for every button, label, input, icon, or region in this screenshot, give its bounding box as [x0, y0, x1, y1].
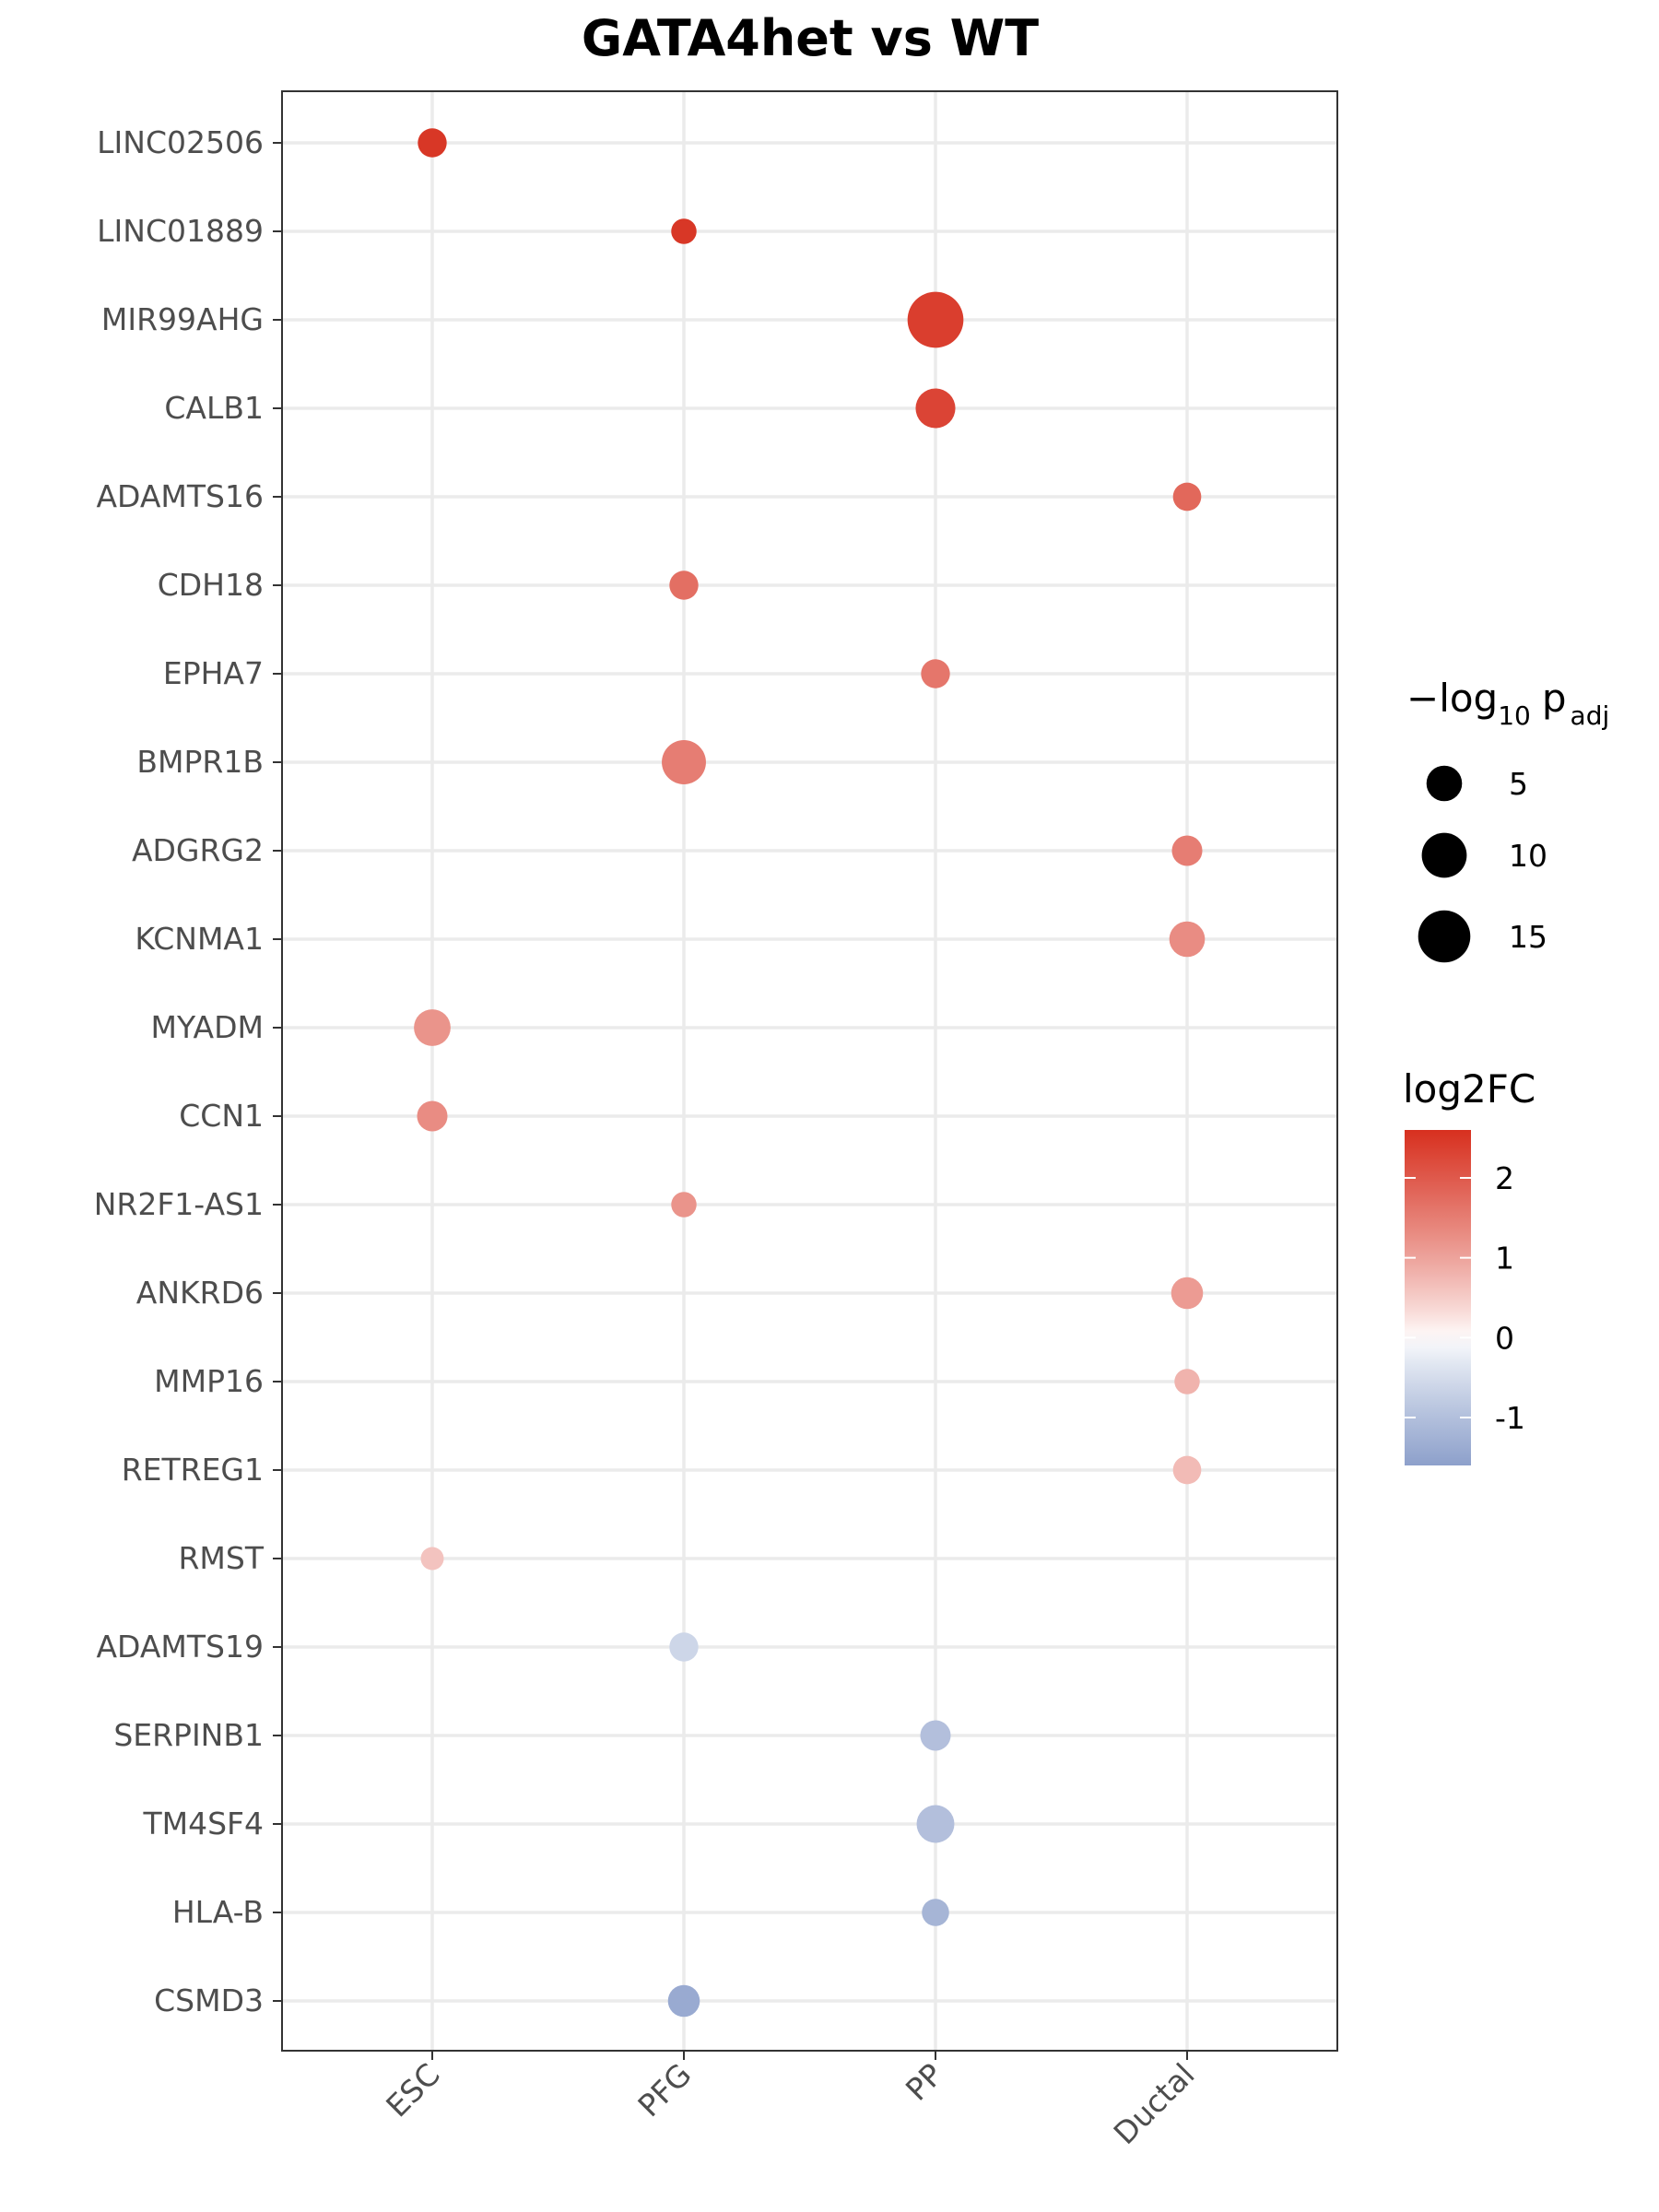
data-point	[418, 128, 447, 158]
size-legend-key	[1421, 832, 1467, 878]
x-tick-label: PFG	[631, 2056, 699, 2124]
y-tick-label: LINC02506	[97, 124, 264, 160]
data-point	[1174, 1369, 1200, 1394]
y-tick-label: MMP16	[154, 1363, 264, 1399]
y-tick-label: RMST	[178, 1540, 264, 1576]
colorbar-tick-label: -1	[1495, 1400, 1525, 1436]
data-point	[921, 659, 950, 688]
data-point	[920, 1720, 951, 1751]
y-tick-label: NR2F1-AS1	[94, 1186, 264, 1222]
points-layer	[414, 128, 1206, 2018]
size-legend-title-prefix: −log	[1406, 676, 1498, 721]
size-legend-label: 5	[1509, 766, 1528, 802]
y-tick-label: ADAMTS19	[96, 1629, 264, 1665]
colorbar	[1405, 1130, 1471, 1465]
size-legend-label: 15	[1509, 919, 1547, 955]
panel-grid	[282, 91, 1337, 2051]
size-legend-keys: 5 10 15	[1418, 765, 1547, 963]
data-point	[915, 388, 956, 429]
colorbar-tick-label: 0	[1495, 1320, 1514, 1356]
size-legend-title-p: p	[1542, 676, 1567, 721]
panel-border	[281, 90, 1338, 2052]
y-tick-label: CALB1	[164, 390, 264, 426]
chart-title: GATA4het vs WT	[582, 9, 1039, 67]
y-tick-label: ADAMTS16	[96, 478, 264, 514]
x-axis: ESC PFG PP Ductal	[379, 2051, 1202, 2151]
y-tick-label: CSMD3	[154, 1983, 264, 2018]
y-tick-label: SERPINB1	[113, 1717, 264, 1753]
colorbar-tick-label: 1	[1495, 1241, 1514, 1277]
data-point	[1169, 921, 1206, 958]
size-legend-label: 10	[1509, 838, 1547, 874]
data-point	[671, 1192, 697, 1218]
data-point	[671, 218, 697, 244]
data-point	[669, 1632, 699, 1662]
y-tick-label: MIR99AHG	[101, 301, 264, 337]
data-point	[922, 1899, 949, 1926]
data-point	[907, 291, 964, 348]
y-tick-label: EPHA7	[163, 655, 264, 691]
data-point	[667, 1984, 700, 2018]
data-point	[420, 1547, 444, 1571]
y-axis: LINC02506 LINC01889 MIR99AHG CALB1 ADAMTS16 C…	[94, 124, 282, 2018]
y-tick-label: MYADM	[150, 1009, 264, 1045]
y-tick-label: CCN1	[179, 1098, 264, 1134]
x-tick-label: ESC	[379, 2056, 446, 2124]
data-point	[1172, 1455, 1202, 1485]
x-tick-label: PP	[899, 2056, 950, 2108]
data-point	[1172, 482, 1202, 512]
y-tick-label: LINC01889	[97, 213, 264, 249]
size-legend-title-sub: 10	[1498, 700, 1531, 731]
data-point	[669, 571, 699, 600]
colorbar-ticks: 2 1 0 -1	[1405, 1160, 1525, 1436]
colorbar-tick-label: 2	[1495, 1160, 1514, 1196]
size-legend-title: −log10 p adj	[1406, 676, 1609, 731]
data-point	[1171, 835, 1203, 866]
data-point	[1171, 1277, 1204, 1310]
y-tick-label: ADGRG2	[132, 832, 264, 868]
y-tick-label: ANKRD6	[136, 1275, 264, 1311]
y-tick-label: TM4SF4	[142, 1806, 264, 1841]
size-legend-title-p-sub: adj	[1571, 700, 1610, 731]
color-legend-title: log2FC	[1403, 1066, 1535, 1112]
x-tick-label: Ductal	[1107, 2056, 1202, 2151]
y-tick-label: BMPR1B	[136, 744, 264, 780]
y-tick-label: RETREG1	[122, 1452, 264, 1488]
size-legend-key	[1418, 910, 1471, 963]
y-tick-label: HLA-B	[172, 1894, 264, 1930]
color-legend: log2FC 2 1 0 -1	[1403, 1066, 1535, 1465]
data-point	[916, 1805, 955, 1843]
data-point	[662, 740, 706, 784]
data-point	[414, 1009, 451, 1046]
y-tick-label: KCNMA1	[135, 921, 264, 957]
size-legend-key	[1426, 765, 1463, 802]
data-point	[417, 1100, 448, 1132]
y-tick-label: CDH18	[158, 567, 264, 603]
